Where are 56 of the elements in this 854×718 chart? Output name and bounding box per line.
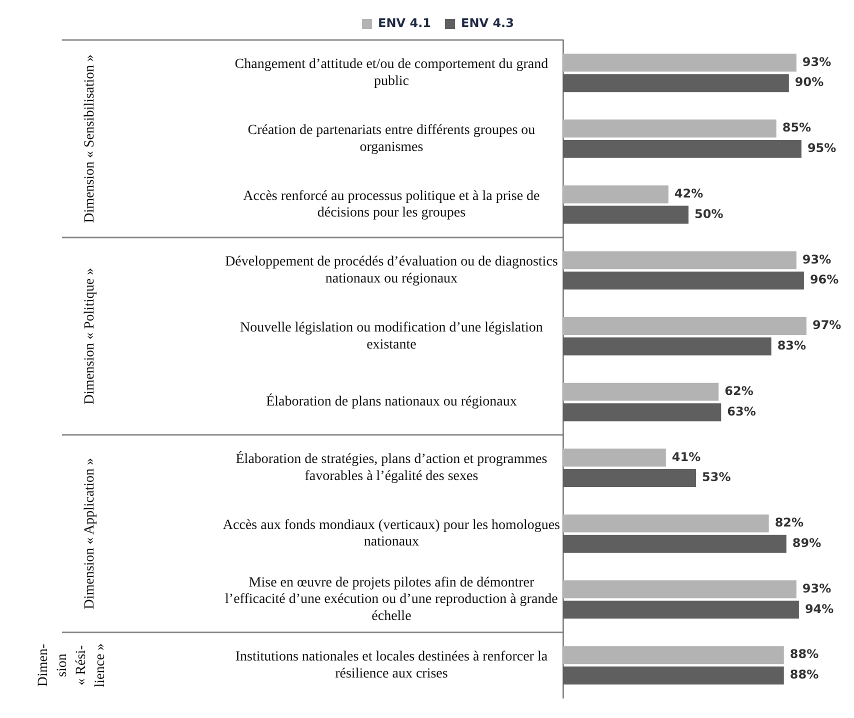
data-label: 95%	[807, 141, 836, 156]
bar	[563, 580, 796, 598]
text: Dimen- sion « Rési- lience »	[36, 643, 108, 688]
bar	[563, 74, 789, 92]
bar	[563, 403, 722, 422]
bar	[563, 382, 719, 401]
bar	[563, 317, 806, 335]
data-label: 93%	[802, 581, 832, 596]
data-label: 97%	[812, 318, 842, 332]
data-label: 94%	[804, 602, 834, 616]
bar	[563, 185, 668, 204]
data-label: 50%	[694, 206, 724, 221]
data-label: 88%	[790, 647, 819, 662]
data-label: 83%	[777, 338, 806, 353]
y-tick-label: Création de partenariats entre différents groupes ou organismes	[248, 123, 536, 155]
bar	[563, 251, 796, 270]
bar	[563, 534, 786, 553]
y-tick-label: Élaboration de stratégies, plans d’action et programmes favorables à l’égalité des sexes	[236, 450, 548, 484]
data-label: 63%	[727, 404, 756, 418]
bar	[563, 206, 688, 224]
legend-label: ENV 4.3	[461, 16, 514, 30]
bar	[563, 514, 769, 532]
data-label: 90%	[794, 75, 824, 90]
data-label: 89%	[792, 536, 822, 550]
bar	[563, 666, 784, 684]
bar	[563, 272, 804, 290]
y-tick-label: Accès aux fonds mondiaux (verticaux) pour les homologues nationaux	[222, 518, 560, 550]
text: Dimension « Politique »	[82, 268, 98, 404]
y-tick-label: Changement d’attitude et/ou de comportement du grand public	[234, 57, 548, 89]
bar	[563, 54, 796, 72]
bar	[563, 140, 802, 158]
data-label: 85%	[782, 120, 812, 135]
data-label: 62%	[724, 384, 754, 398]
y-tick-label: Développement de procédés d’évaluation ou de diagnostics nationaux ou régionaux	[225, 254, 558, 286]
text: Dimension « Sensibilisation »	[82, 54, 98, 223]
y-tick-label: Nouvelle législation ou modification d’une législation existante	[240, 320, 543, 352]
data-label: 53%	[702, 470, 731, 484]
y-tick-label: Accès renforcé au processus politique et à la prise de décisions pour les groupes	[243, 188, 540, 221]
bar	[563, 646, 784, 664]
data-label: 96%	[810, 272, 839, 287]
data-label: 88%	[790, 668, 819, 682]
text: Dimension « Application »	[82, 458, 98, 610]
bar	[563, 337, 772, 356]
data-label: 42%	[674, 186, 704, 200]
bar	[563, 469, 696, 488]
data-label: 82%	[774, 516, 804, 530]
data-label: 93%	[802, 252, 832, 266]
bar	[563, 448, 666, 467]
data-label: 41%	[672, 450, 701, 464]
bar	[563, 600, 799, 619]
bar	[563, 120, 776, 138]
y-tick-label: Institutions nationales et locales destinées à renforcer la résilience aux crises	[235, 650, 548, 682]
y-tick-label: Élaboration de plans nationaux ou régionaux	[266, 392, 517, 410]
legend-label: ENV 4.1	[378, 16, 432, 30]
y-tick-label: Mise en œuvre de projets pilotes afin de démontrer l’efficacité d’une exécution ou d’une reproduction à grande échelle	[225, 575, 558, 624]
data-label: 93%	[802, 54, 832, 69]
